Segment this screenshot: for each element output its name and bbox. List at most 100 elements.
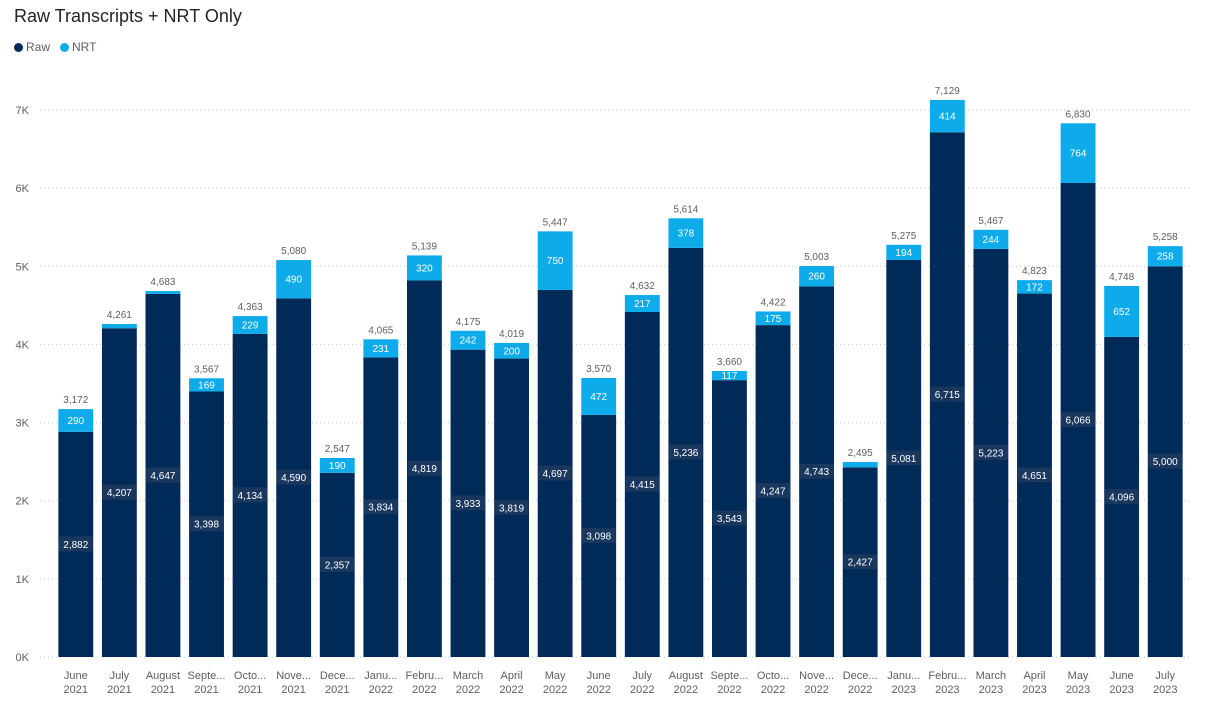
data-label-nrt: 414 xyxy=(939,112,956,123)
bar-nrt[interactable] xyxy=(146,291,181,294)
data-label-nrt: 117 xyxy=(721,371,737,382)
total-label: 2,547 xyxy=(325,444,350,455)
data-label-nrt: 200 xyxy=(503,346,520,357)
x-tick-label-year: 2022 xyxy=(456,684,480,696)
data-label-raw: 4,590 xyxy=(281,473,306,484)
x-tick-label-year: 2023 xyxy=(979,684,1003,696)
y-tick-label: 2K xyxy=(16,496,30,508)
x-tick-label-year: 2023 xyxy=(1066,684,1090,696)
total-label: 4,175 xyxy=(455,317,480,328)
x-tick-label-month: Nove... xyxy=(276,670,311,682)
total-label: 3,567 xyxy=(194,364,219,375)
x-tick-label-month: August xyxy=(669,670,703,682)
total-label: 4,065 xyxy=(368,325,393,336)
x-tick-label-month: July xyxy=(1155,670,1175,682)
x-tick-label-year: 2022 xyxy=(543,684,567,696)
x-tick-label-month: Janu... xyxy=(887,670,920,682)
total-label: 3,660 xyxy=(717,357,742,368)
chart-plot: 0K1K2K3K4K5K6K7K2,8822903,172June20214,2… xyxy=(0,0,1205,709)
data-label-nrt: 764 xyxy=(1070,149,1087,160)
data-label-nrt: 472 xyxy=(590,392,607,403)
data-label-raw: 2,882 xyxy=(63,540,88,551)
x-tick-label-year: 2022 xyxy=(499,684,523,696)
x-tick-label-month: Janu... xyxy=(364,670,397,682)
y-tick-label: 0K xyxy=(16,652,30,664)
y-tick-label: 3K xyxy=(16,418,30,430)
x-tick-label-year: 2021 xyxy=(325,684,349,696)
data-label-nrt: 175 xyxy=(765,314,782,325)
data-label-nrt: 217 xyxy=(634,299,651,310)
x-tick-label-year: 2021 xyxy=(281,684,305,696)
x-tick-label-year: 2022 xyxy=(674,684,698,696)
total-label: 2,495 xyxy=(848,448,873,459)
total-label: 4,823 xyxy=(1022,266,1047,277)
data-label-nrt: 229 xyxy=(242,321,259,332)
data-label-raw: 3,819 xyxy=(499,503,524,514)
data-label-raw: 6,066 xyxy=(1066,415,1091,426)
bar-nrt[interactable] xyxy=(843,462,878,467)
x-tick-label-month: June xyxy=(1110,670,1134,682)
data-label-nrt: 190 xyxy=(329,461,346,472)
data-label-nrt: 652 xyxy=(1113,307,1130,318)
total-label: 5,275 xyxy=(891,231,916,242)
total-label: 6,830 xyxy=(1066,109,1091,120)
x-tick-label-month: April xyxy=(1023,670,1045,682)
x-tick-label-year: 2022 xyxy=(412,684,436,696)
x-tick-label-month: Dece... xyxy=(843,670,878,682)
data-label-raw: 4,096 xyxy=(1109,492,1134,503)
total-label: 5,614 xyxy=(673,204,698,215)
data-label-nrt: 320 xyxy=(416,263,433,274)
data-label-raw: 4,651 xyxy=(1022,471,1047,482)
total-label: 4,748 xyxy=(1109,272,1134,283)
total-label: 7,129 xyxy=(935,86,960,97)
data-label-raw: 4,207 xyxy=(107,488,132,499)
data-label-raw: 2,427 xyxy=(848,558,873,569)
data-label-nrt: 194 xyxy=(895,248,912,259)
x-tick-label-month: Octo... xyxy=(234,670,266,682)
data-label-raw: 4,743 xyxy=(804,467,829,478)
data-label-nrt: 231 xyxy=(372,344,389,355)
data-label-raw: 3,933 xyxy=(455,499,480,510)
total-label: 5,447 xyxy=(543,217,568,228)
x-tick-label-year: 2023 xyxy=(1022,684,1046,696)
data-label-raw: 5,236 xyxy=(673,448,698,459)
data-label-raw: 4,697 xyxy=(543,469,568,480)
data-label-nrt: 242 xyxy=(460,336,477,347)
x-tick-label-month: May xyxy=(545,670,566,682)
data-label-raw: 2,357 xyxy=(325,560,350,571)
data-label-raw: 5,000 xyxy=(1153,457,1178,468)
total-label: 5,139 xyxy=(412,241,437,252)
x-tick-label-month: July xyxy=(110,670,130,682)
x-tick-label-year: 2022 xyxy=(804,684,828,696)
x-tick-label-year: 2022 xyxy=(630,684,654,696)
total-label: 4,632 xyxy=(630,281,655,292)
data-label-raw: 4,819 xyxy=(412,464,437,475)
x-tick-label-month: May xyxy=(1068,670,1089,682)
x-tick-label-month: Febru... xyxy=(405,670,443,682)
y-tick-label: 7K xyxy=(16,105,30,117)
data-label-nrt: 169 xyxy=(198,380,215,391)
data-label-raw: 5,223 xyxy=(978,448,1003,459)
x-tick-label-year: 2022 xyxy=(761,684,785,696)
data-label-nrt: 750 xyxy=(547,256,564,267)
data-label-raw: 4,647 xyxy=(150,471,175,482)
bar-nrt[interactable] xyxy=(102,324,137,328)
data-label-nrt: 244 xyxy=(983,235,1000,246)
data-label-nrt: 172 xyxy=(1026,282,1043,293)
x-tick-label-month: August xyxy=(146,670,180,682)
data-label-nrt: 260 xyxy=(808,272,825,283)
x-tick-label-year: 2021 xyxy=(238,684,262,696)
x-tick-label-year: 2023 xyxy=(892,684,916,696)
x-tick-label-year: 2022 xyxy=(369,684,393,696)
total-label: 3,172 xyxy=(63,395,88,406)
x-tick-label-month: Dece... xyxy=(320,670,355,682)
x-tick-label-month: July xyxy=(633,670,653,682)
total-label: 5,003 xyxy=(804,252,829,263)
x-tick-label-month: June xyxy=(64,670,88,682)
x-tick-label-year: 2021 xyxy=(107,684,131,696)
total-label: 4,422 xyxy=(761,297,786,308)
x-tick-label-month: Septe... xyxy=(710,670,748,682)
x-tick-label-month: March xyxy=(453,670,484,682)
total-label: 4,261 xyxy=(107,310,132,321)
total-label: 5,080 xyxy=(281,246,306,257)
